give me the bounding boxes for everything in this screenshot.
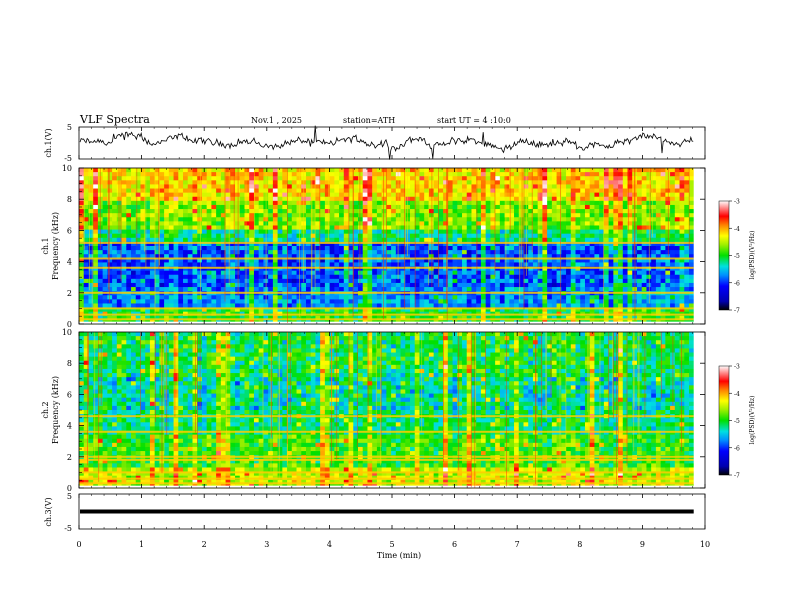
ch1-waveform-ytick-top: 5	[67, 123, 72, 132]
time-axis-tick-label: 4	[327, 540, 332, 549]
ch1-spectrogram-ytick: 6	[67, 226, 72, 235]
time-axis-tick-label: 0	[76, 540, 81, 549]
ch2-colorbar-tick: -5	[734, 418, 740, 425]
ch1-waveform-trace	[79, 125, 694, 160]
time-axis-tick-label: 8	[577, 540, 582, 549]
time-axis-tick-label: 9	[640, 540, 645, 549]
ch3-waveform-ytick-bottom: -5	[64, 524, 72, 533]
ch2-spectrogram-ytick: 0	[67, 484, 72, 493]
ch2-spectrogram-ytick: 2	[67, 453, 72, 462]
ch1-colorbar-tick: -3	[734, 199, 740, 206]
time-axis-tick-label: 2	[202, 540, 207, 549]
ch2-spectrogram-ylabel-channel: ch.2	[41, 401, 50, 418]
ch1-colorbar-tick: -6	[734, 280, 740, 287]
ch1-spectrogram-ytick: 2	[67, 289, 72, 298]
ch1-colorbar-label: log(PSD)(V²/Hz)	[749, 231, 756, 280]
ch3-waveform-trace	[80, 509, 694, 514]
ch1-colorbar-tick: -7	[734, 308, 740, 315]
ch1-waveform-ytick-bottom: -5	[64, 154, 72, 163]
ch1-spectrogram-ytick: 4	[67, 258, 72, 267]
time-axis-tick-label: 6	[452, 540, 457, 549]
ch2-spectrogram-ytick: 10	[62, 328, 72, 337]
ch1-waveform-ylabel: ch.1(V)	[44, 128, 53, 157]
ch2-colorbar-label: log(PSD)(V²/Hz)	[749, 396, 756, 445]
ch1-spectrogram-ytick: 8	[67, 195, 72, 204]
time-axis-label: Time (min)	[377, 551, 421, 560]
start-time-label: start UT = 4 :10:0	[437, 116, 511, 125]
ch1-spectrogram-image	[79, 168, 705, 325]
ch2-spectrogram-ytick: 4	[67, 422, 72, 431]
ch2-colorbar	[718, 365, 730, 476]
ch1-colorbar-tick: -5	[734, 253, 740, 260]
ch2-spectrogram-ytick: 8	[67, 359, 72, 368]
ch3-waveform-ytick-top: 5	[67, 492, 72, 501]
ch1-colorbar	[718, 200, 730, 311]
time-axis: 0 1 2 3 4 5 6 7 8 9 10	[76, 127, 710, 549]
ch2-colorbar-tick: -6	[734, 445, 740, 452]
ch1-spectrogram-ylabel-frequency: Frequency (kHz)	[51, 212, 60, 280]
ch3-waveform-panel: 5 -5 ch.3(V)	[44, 492, 706, 533]
time-axis-tick-label: 10	[700, 540, 710, 549]
ch2-colorbar-tick: -4	[734, 391, 740, 398]
ch2-spectrogram-ylabel-frequency: Frequency (kHz)	[51, 376, 60, 444]
ch2-colorbar-tick: -7	[734, 473, 740, 480]
ch1-waveform-panel: 5 -5 ch.1(V)	[44, 123, 706, 163]
ch1-colorbar-tick: -4	[734, 226, 740, 233]
ch1-spectrogram-ytick: 0	[67, 320, 72, 329]
date-label: Nov.1 , 2025	[251, 116, 302, 125]
station-label: station=ATH	[343, 116, 395, 125]
ch2-spectrogram-ytick: 6	[67, 390, 72, 399]
time-axis-tick-label: 3	[264, 540, 269, 549]
time-axis-tick-label: 1	[139, 540, 144, 549]
figure-title: VLF Spectra	[79, 113, 150, 126]
ch2-spectrogram-image	[79, 332, 705, 489]
ch1-spectrogram-ytick: 10	[62, 164, 72, 173]
time-axis-tick-label: 5	[389, 540, 394, 549]
ch2-colorbar-tick: -3	[734, 364, 740, 371]
time-axis-tick-label: 7	[515, 540, 520, 549]
ch3-waveform-ylabel: ch.3(V)	[44, 497, 53, 526]
ch1-spectrogram-ylabel-channel: ch.1	[41, 237, 50, 254]
